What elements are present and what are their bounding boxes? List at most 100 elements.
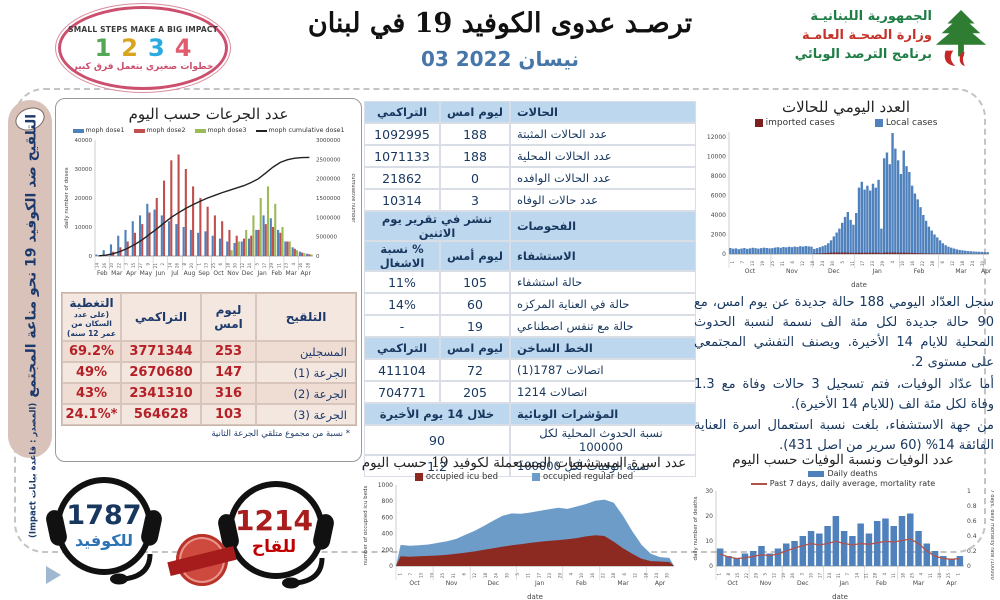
day-tick: 24 <box>970 261 975 267</box>
dose1-bar <box>175 224 178 256</box>
mortality-rate-line <box>719 538 960 560</box>
y-axis-label: daily number of deaths <box>693 496 699 560</box>
stats-cell: 3 <box>440 189 510 211</box>
month-label: Jan <box>839 580 849 587</box>
summary-paragraph-1: سجل العدّاد اليومي 188 حالة جديدة عن يوم… <box>694 295 994 371</box>
day-tick: 11 <box>928 573 933 579</box>
day-tick: 12 <box>772 573 777 579</box>
day-tick: 30 <box>233 263 238 269</box>
month-label: Feb <box>876 580 887 587</box>
y-tick: 20000 <box>75 196 93 202</box>
legend-label: Local cases <box>885 118 938 128</box>
imported-cases-bar <box>908 252 911 254</box>
y-tick: 600 <box>382 514 394 521</box>
daily-cases-section: العدد اليومي للحالات imported cases Loca… <box>697 98 995 292</box>
day-tick: 29 <box>558 573 563 579</box>
stats-cell: الحالات <box>510 101 696 123</box>
dose2-bar <box>257 229 260 256</box>
legend-label: moph cumulative dose1 <box>268 127 345 134</box>
stats-cell: ليوم أمس <box>440 241 510 271</box>
local-cases-bar <box>930 230 933 254</box>
stats-cell: 0 <box>440 167 510 189</box>
dose2-bar <box>177 154 180 256</box>
local-cases-bar <box>731 248 735 254</box>
vaccine-table-cell: 2341310 <box>121 383 201 405</box>
local-cases-bar <box>790 247 794 254</box>
stats-cell: المؤشرات الوبائية <box>510 403 696 425</box>
local-cases-bar <box>810 246 813 254</box>
local-cases-bar <box>773 247 777 254</box>
local-cases-bar <box>871 183 875 254</box>
local-cases-bar <box>983 252 987 254</box>
ribbon-label: التلقيح ضد الكوفيد 19 نحو مناعة المجتمع … <box>21 114 40 538</box>
local-cases-bar <box>905 166 908 254</box>
vaccine-table-header: التلقيح ليوم امس التراكمي التغطية (على عدد ا… <box>62 293 356 342</box>
stats-header-row: الخط الساخن ليوم امس التراكمي <box>362 337 696 359</box>
month-label: Jun <box>155 270 166 277</box>
stats-header-row: الفحوصات تنشر في تقرير يوم الاثنين <box>362 211 696 241</box>
imported-cases-bar <box>916 253 919 254</box>
vaccine-table: التلقيح ليوم امس التراكمي التغطية (على عدد ا… <box>61 292 357 427</box>
stats-cell: 11% <box>364 271 440 293</box>
deaths-bar <box>733 558 740 566</box>
dose2-bar <box>162 180 166 256</box>
local-cases-bar <box>762 247 766 254</box>
y-tick-right: 2500000 <box>316 157 341 163</box>
vaccine-table-footnote: * نسبة من مجموع متلقي الجرعة الثانية <box>211 429 350 440</box>
daily-deaths-title: عدد الوفيات ونسبة الوفيات حسب اليوم <box>732 452 954 468</box>
local-cases-bar <box>734 248 738 254</box>
y-tick: 6000 <box>711 192 726 199</box>
local-cases-bar <box>891 132 894 254</box>
imported-cases-bar <box>827 252 830 254</box>
local-cases-bar <box>919 207 922 254</box>
imported-cases-bar <box>863 252 866 254</box>
y-tick: 40000 <box>75 138 93 144</box>
dose1-bar <box>124 229 127 256</box>
imported-cases-bar <box>821 253 824 254</box>
covid-stats-table: الحالات ليوم امس التراكمي عدد الحالات المثب… <box>362 101 696 477</box>
vaccine-chart-title: عدد الجرعات حسب اليوم <box>128 105 289 123</box>
local-cases-bar <box>947 246 950 254</box>
day-tick: 16 <box>910 261 915 267</box>
day-tick: 17 <box>860 261 865 267</box>
dose1-bar <box>226 241 229 256</box>
day-tick: 25 <box>946 573 951 579</box>
day-tick: 18 <box>810 261 815 267</box>
cedar-tree-icon <box>935 10 987 67</box>
day-tick: 18 <box>483 573 488 579</box>
dose2-bar <box>293 248 296 256</box>
stats-cell: % نسبة الاشغال <box>364 241 440 271</box>
stats-cell: نسبة الوفيات لكل 100000 <box>510 455 696 477</box>
dose3-bar <box>295 250 299 256</box>
local-cases-bar <box>729 247 732 254</box>
day-tick: 6 <box>218 263 223 266</box>
stats-cell: 60 <box>440 293 510 315</box>
vaccine-hotline: 1214 للقاح <box>196 476 356 591</box>
month-label: Oct <box>409 580 420 587</box>
imported-cases-bar <box>874 252 877 254</box>
covid-hotline-number: 1787 <box>66 500 141 531</box>
day-tick: 12 <box>472 573 477 579</box>
local-cases-bar <box>964 250 967 254</box>
local-cases-bar <box>813 248 816 254</box>
day-tick: 18 <box>960 261 965 267</box>
imported-cases-bar <box>885 252 889 254</box>
month-label: Nov <box>786 268 798 275</box>
local-cases-bar <box>841 222 844 254</box>
month-label: Dec <box>487 580 499 587</box>
dose1-bar <box>211 235 214 256</box>
y-tick: 10000 <box>75 225 93 231</box>
dose3-swatch <box>194 128 206 133</box>
dose1-bar <box>138 215 142 256</box>
imported-cases-bar <box>843 252 847 254</box>
stats-cell: - <box>364 315 440 337</box>
local-cases-bar <box>821 246 824 254</box>
deaths-bar <box>774 548 782 566</box>
dose3-bar <box>288 241 291 256</box>
local-cases-bar <box>978 251 981 254</box>
local-cases-bar <box>855 213 858 254</box>
dose2-swatch <box>133 128 145 133</box>
stats-cell: 21862 <box>364 167 440 189</box>
day-tick: 5 <box>763 573 768 576</box>
dose2-bar <box>192 186 195 256</box>
